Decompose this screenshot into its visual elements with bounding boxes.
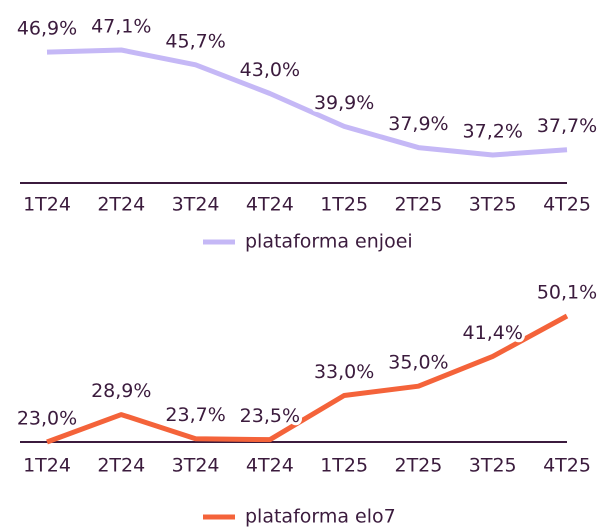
data-label: 39,9%	[314, 92, 374, 114]
x-tick-label: 4T24	[246, 455, 294, 477]
data-label: 37,7%	[537, 115, 597, 137]
data-label: 41,4%	[463, 322, 523, 344]
x-tick-label: 3T25	[469, 455, 517, 477]
series-line	[46, 47, 568, 158]
data-label: 37,9%	[388, 113, 448, 135]
x-tick-label: 3T24	[172, 455, 220, 477]
data-label: 37,2%	[463, 121, 523, 143]
x-tick-label: 3T25	[469, 194, 517, 216]
legend-label: plataforma enjoei	[245, 231, 413, 253]
x-tick-label: 2T24	[97, 194, 145, 216]
x-tick-label: 1T24	[23, 194, 71, 216]
data-label: 35,0%	[388, 352, 448, 374]
data-label: 28,9%	[91, 380, 151, 402]
data-label: 43,0%	[240, 59, 300, 81]
data-label: 47,1%	[91, 16, 151, 38]
x-tick-label: 2T24	[97, 455, 145, 477]
x-tick-label: 3T24	[172, 194, 220, 216]
x-tick-label: 1T25	[320, 455, 368, 477]
x-tick-label: 4T25	[543, 455, 591, 477]
data-label: 33,0%	[314, 361, 374, 383]
x-tick-label: 4T25	[543, 194, 591, 216]
data-label: 23,0%	[17, 408, 77, 430]
x-tick-label: 2T25	[394, 455, 442, 477]
x-tick-label: 1T25	[320, 194, 368, 216]
x-tick-label: 1T24	[23, 455, 71, 477]
data-label: 23,7%	[165, 404, 225, 426]
data-label: 23,5%	[240, 405, 300, 427]
legend-label: plataforma elo7	[245, 506, 396, 527]
data-label: 46,9%	[17, 18, 77, 40]
data-label: 50,1%	[537, 282, 597, 304]
series-line	[46, 313, 569, 445]
data-label: 45,7%	[165, 30, 225, 52]
x-tick-label: 2T25	[394, 194, 442, 216]
x-tick-label: 4T24	[246, 194, 294, 216]
